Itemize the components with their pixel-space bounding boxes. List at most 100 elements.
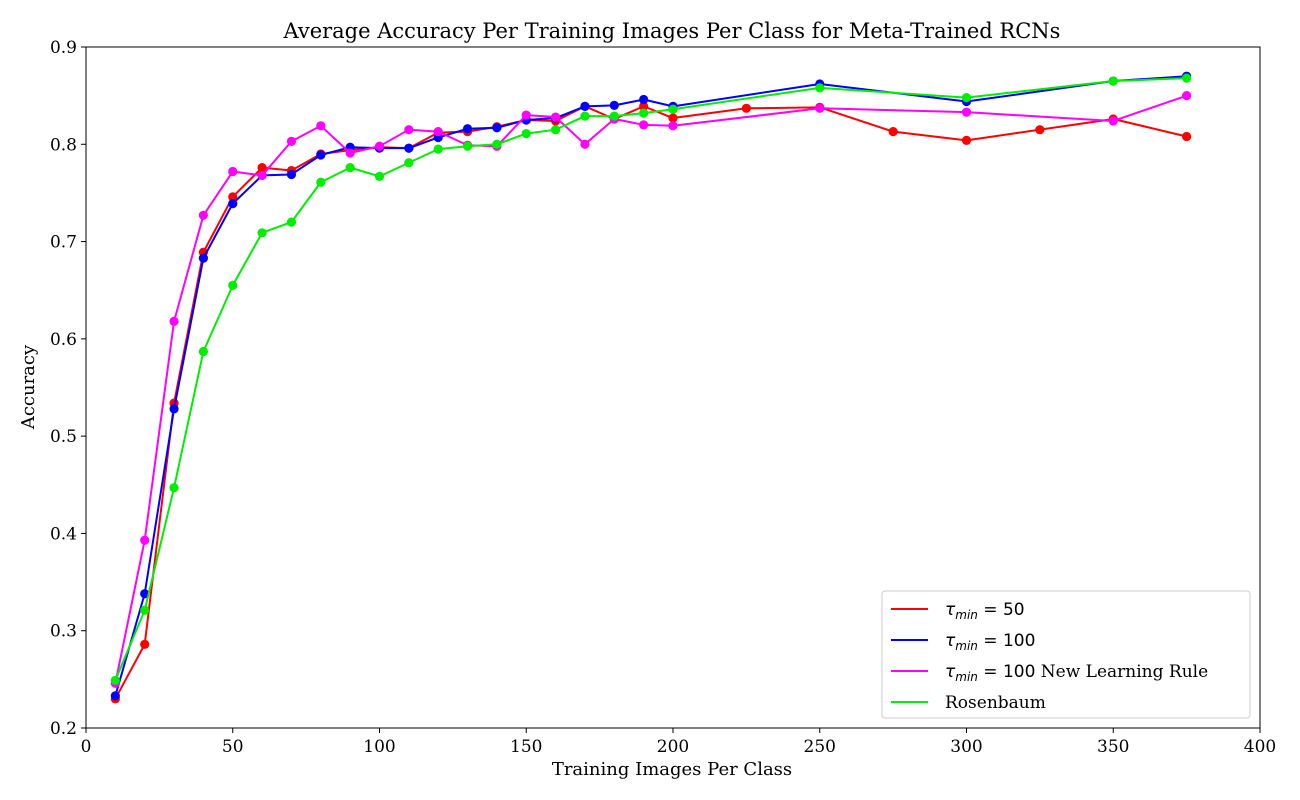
data-point <box>580 101 590 111</box>
y-axis-label: Accuracy <box>18 344 39 430</box>
data-point <box>815 103 825 113</box>
x-tick-label: 200 <box>657 737 689 757</box>
data-point <box>110 675 120 685</box>
series-line-3 <box>114 77 1187 681</box>
data-point <box>198 253 208 263</box>
data-point <box>110 691 120 701</box>
data-point <box>140 639 150 649</box>
data-point <box>433 127 443 137</box>
y-tick-label: 0.8 <box>50 135 77 155</box>
data-point <box>521 128 531 139</box>
data-point <box>462 124 473 134</box>
data-point <box>228 192 238 202</box>
data-point <box>140 589 150 599</box>
data-point <box>668 121 678 131</box>
data-point <box>492 123 502 133</box>
data-point <box>580 139 590 149</box>
data-point <box>228 199 238 209</box>
data-point <box>198 346 208 357</box>
x-tick-label: 0 <box>81 737 92 757</box>
data-point <box>169 483 179 493</box>
data-point <box>815 83 825 93</box>
legend-item-3: Rosenbaum <box>891 693 1046 713</box>
data-point <box>374 141 385 151</box>
legend-box <box>881 590 1251 719</box>
data-point <box>404 143 414 153</box>
data-point <box>228 166 238 177</box>
data-point <box>668 113 678 123</box>
series-line-1 <box>114 75 1187 697</box>
x-tick-label: 100 <box>363 737 395 757</box>
data-point <box>521 110 531 120</box>
y-tick-label: 0.3 <box>50 622 77 642</box>
plot-area <box>110 71 1192 704</box>
data-point <box>198 210 208 220</box>
legend-label: τmin = 100 New Learning Rule <box>945 662 1208 684</box>
data-point <box>257 163 267 173</box>
data-point <box>1035 125 1045 135</box>
data-point <box>374 171 385 181</box>
x-tick-label: 400 <box>1244 737 1276 757</box>
data-point <box>228 280 238 290</box>
x-tick-label: 350 <box>1097 737 1129 757</box>
y-tick-label: 0.5 <box>50 427 77 447</box>
series-line-2 <box>114 94 1187 684</box>
data-point <box>169 316 179 326</box>
data-point <box>492 139 502 149</box>
legend-label: τmin = 50 <box>945 600 1025 622</box>
y-tick-label: 0.6 <box>50 330 77 350</box>
data-point <box>404 125 414 135</box>
data-point <box>888 127 898 137</box>
legend-label: Rosenbaum <box>945 693 1046 713</box>
legend-label: τmin = 100 <box>945 631 1035 653</box>
data-point <box>257 170 267 181</box>
y-tick-label: 0.7 <box>50 233 77 253</box>
data-point <box>345 163 355 173</box>
data-point <box>961 92 972 103</box>
series-2 <box>110 91 1192 688</box>
data-point <box>1108 76 1118 86</box>
data-point <box>257 228 267 238</box>
legend-item-1: τmin = 100 <box>891 631 1035 653</box>
y-tick-label: 0.4 <box>50 524 77 544</box>
data-point <box>1182 73 1192 83</box>
data-point <box>741 103 751 113</box>
x-tick-label: 150 <box>510 737 542 757</box>
data-point <box>169 404 179 414</box>
data-point <box>961 107 972 117</box>
data-point <box>140 605 150 615</box>
data-point <box>345 148 355 158</box>
axes: 0 50 100 150 200 250 300 350 400 0.2 0.3 0.4 0.5 0.6 0… <box>50 38 1276 757</box>
data-point <box>316 150 326 160</box>
legend-item-0: τmin = 50 <box>891 600 1025 622</box>
data-point <box>286 136 297 146</box>
data-point <box>580 111 590 121</box>
data-point <box>668 104 678 114</box>
x-tick-label: 50 <box>222 737 244 757</box>
data-point <box>1182 91 1192 101</box>
x-axis-label: Training Images Per Class <box>552 759 792 780</box>
data-point <box>316 177 326 187</box>
data-point <box>609 100 619 110</box>
y-tick-label: 0.9 <box>50 38 77 58</box>
data-point <box>316 121 326 131</box>
data-point <box>551 125 561 135</box>
data-point <box>1182 131 1192 142</box>
data-point <box>404 158 414 168</box>
legend: τmin = 50 τmin = 100 τmin = 100 New Learni… <box>881 590 1251 719</box>
legend-item-2: τmin = 100 New Learning Rule <box>891 662 1208 684</box>
series-3 <box>110 73 1192 685</box>
data-point <box>140 535 150 545</box>
data-point <box>609 111 619 121</box>
data-point <box>1108 116 1118 126</box>
data-point <box>961 135 972 145</box>
data-point <box>639 101 649 111</box>
x-tick-label: 250 <box>804 737 836 757</box>
data-point <box>462 141 473 151</box>
data-point <box>639 108 649 118</box>
data-point <box>551 112 561 122</box>
data-point <box>433 144 443 154</box>
x-tick-label: 300 <box>950 737 982 757</box>
data-point <box>286 217 297 227</box>
